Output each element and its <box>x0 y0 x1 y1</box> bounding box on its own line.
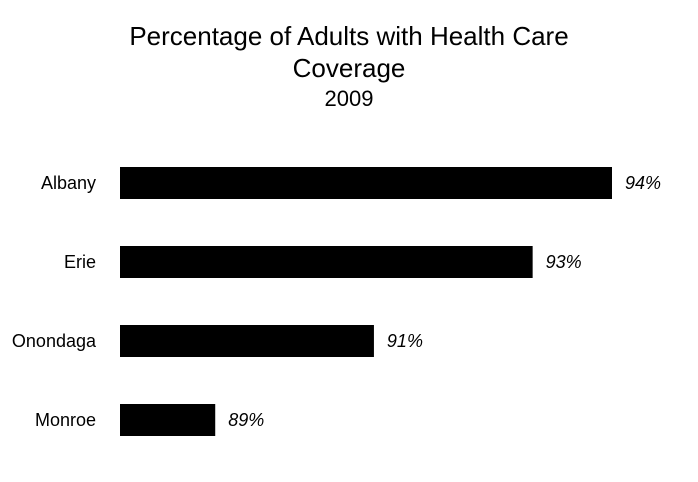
category-label-erie: Erie <box>64 252 96 272</box>
value-label-albany: 94% <box>625 173 661 193</box>
value-label-onondaga: 91% <box>387 331 423 351</box>
chart-title-block: Percentage of Adults with Health Care Co… <box>0 20 698 114</box>
chart-subtitle: 2009 <box>324 86 374 111</box>
value-label-erie: 93% <box>546 252 582 272</box>
category-label-onondaga: Onondaga <box>12 331 97 351</box>
value-label-monroe: 89% <box>228 410 264 430</box>
bar-erie <box>120 246 533 278</box>
category-label-monroe: Monroe <box>35 410 96 430</box>
bar-monroe <box>120 404 216 436</box>
bar-onondaga <box>120 325 374 357</box>
bar-albany <box>120 167 612 199</box>
chart-title-line-1: Percentage of Adults with Health Care <box>129 21 569 51</box>
category-label-albany: Albany <box>41 173 96 193</box>
chart-title-line-2: Coverage <box>292 53 406 83</box>
